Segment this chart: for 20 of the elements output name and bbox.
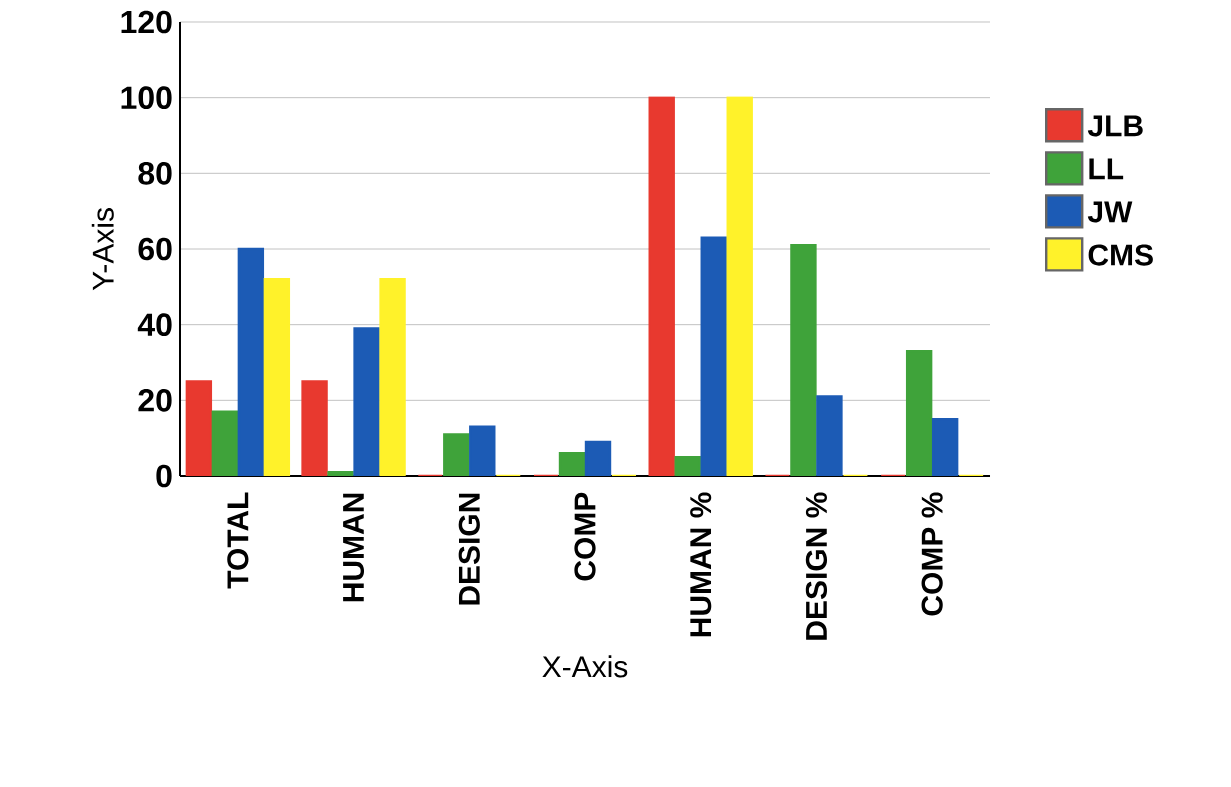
x-axis-title: X-Axis [542,655,628,678]
y-tick-label: 20 [138,389,172,412]
legend-label: JLB [1087,115,1143,137]
x-tick-label: TOTAL [227,492,249,589]
legend-label: LL [1089,158,1124,180]
x-tick-label: HUMAN % [690,492,712,637]
x-tick-label: HUMAN [343,493,365,602]
y-tick-label: 80 [138,162,172,185]
y-tick-label: 40 [137,313,172,336]
x-tick-label: COMP [574,492,596,581]
y-tick-label: 60 [138,237,172,261]
y-tick-label: 120 [121,10,172,34]
legend-label: CMS [1088,244,1153,266]
x-tick-label: COMP % [921,492,943,616]
legend-label: JW [1087,201,1133,223]
y-tick-label: 100 [121,86,172,109]
x-tick-label: DESIGN % [805,492,828,640]
y-axis-title: Y-Axis [91,208,114,291]
x-tick-label: DESIGN [458,493,480,605]
y-tick-label: 0 [156,464,172,488]
